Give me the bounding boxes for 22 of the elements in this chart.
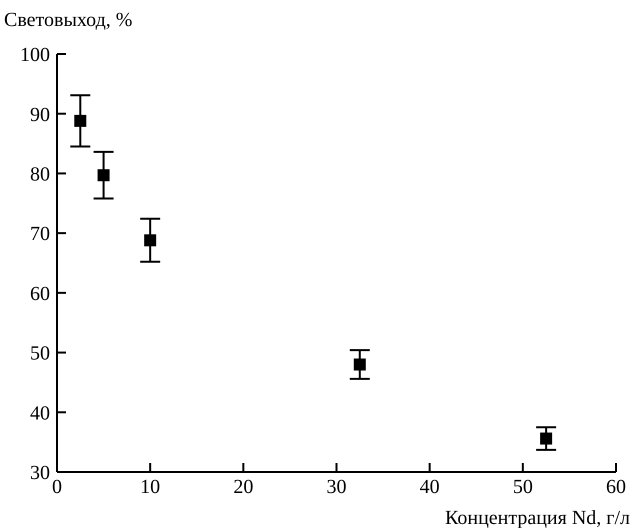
- x-tick-label: 0: [52, 476, 62, 498]
- point: [354, 358, 366, 371]
- point: [74, 114, 86, 127]
- y-tick-label: 100: [20, 44, 50, 66]
- point: [540, 432, 552, 445]
- y-tick-label: 90: [30, 104, 50, 126]
- x-tick-label: 10: [140, 476, 160, 498]
- y-axis-title: Световыход, %: [4, 9, 132, 31]
- x-tick-label: 20: [233, 476, 254, 498]
- y-tick-label: 40: [30, 402, 50, 424]
- x-tick-label: 50: [512, 476, 533, 498]
- x-axis-title: Концентрация Nd, г/л: [445, 507, 630, 528]
- x-tick-label: 40: [420, 476, 440, 498]
- y-tick-label: 80: [30, 164, 50, 186]
- y-tick-label: 60: [30, 282, 50, 305]
- y-tick-label: 70: [30, 223, 50, 246]
- y-tick-label: 30: [30, 462, 50, 484]
- y-tick-label: 50: [30, 342, 50, 365]
- point: [98, 169, 110, 182]
- x-tick-label: 60: [606, 476, 626, 498]
- x-tick-label: 30: [326, 476, 346, 498]
- point: [144, 234, 156, 246]
